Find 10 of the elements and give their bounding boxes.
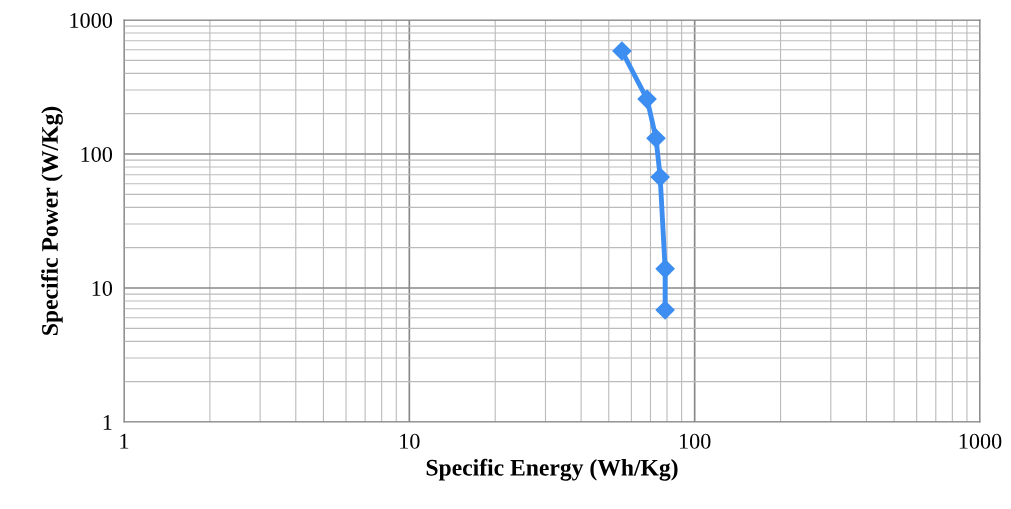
x-tick-label: 1 [120,433,129,449]
x-tick-label: 1000 [959,433,1002,449]
x-axis-title: Specific Energy (Wh/Kg) [426,458,678,481]
y-tick-label: 10 [92,280,113,296]
x-tick-label: 100 [679,433,711,449]
y-tick-label: 1000 [70,12,113,28]
y-tick-label: 1 [103,415,112,430]
x-tick-label: 10 [400,433,420,449]
y-tick-label: 100 [81,146,113,162]
y-axis-title: Specific Power (W/Kg) [41,106,63,335]
